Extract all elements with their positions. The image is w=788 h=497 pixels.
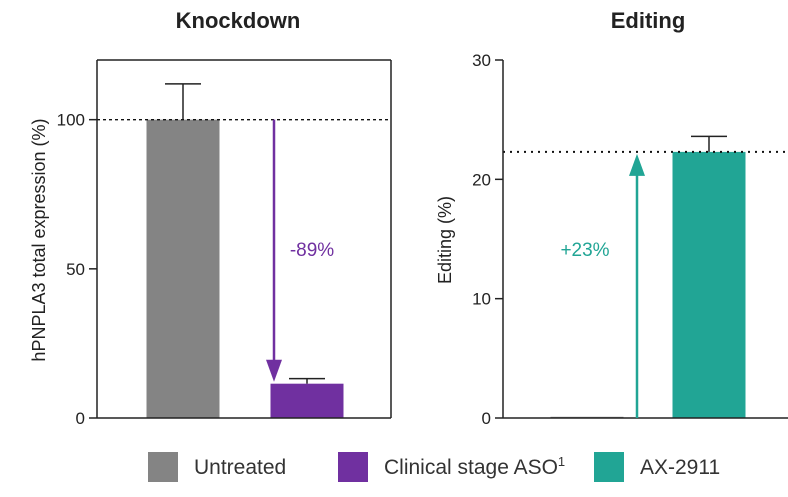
legend-label: Clinical stage ASO <box>384 456 558 479</box>
bar <box>146 119 220 419</box>
legend-item-untreated: Untreated <box>148 450 286 484</box>
bar <box>672 151 746 419</box>
y-tick-label: 10 <box>472 290 491 309</box>
legend-swatch <box>148 452 178 482</box>
plot-area: 0 10 20 30 +23% <box>472 51 788 428</box>
legend-label: AX-2911 <box>640 456 721 479</box>
y-tick-label: 20 <box>472 170 491 189</box>
legend-swatch <box>594 452 624 482</box>
legend-sup: 1 <box>557 454 566 469</box>
arrow-head <box>629 153 645 176</box>
legend-item-aso: Clinical stage ASO1 <box>338 450 565 484</box>
chart-title: Knockdown <box>176 8 301 33</box>
arrow-head <box>266 359 282 382</box>
annotation-label: -89% <box>290 240 334 261</box>
annotation-label: +23% <box>560 240 609 261</box>
legend-item-ax2911: AX-2911 <box>594 450 720 484</box>
y-tick-label: 100 <box>57 111 85 130</box>
legend-label: Untreated <box>194 456 287 479</box>
editing-panel: Editing Editing (%) 0 10 20 30 +23% <box>435 8 788 428</box>
chart-title: Editing <box>611 8 686 33</box>
y-tick-label: 0 <box>76 409 85 428</box>
y-tick-label: 50 <box>66 260 85 279</box>
y-axis-label: hPNPLA3 total expression (%) <box>29 118 49 361</box>
legend-swatch <box>338 452 368 482</box>
bar <box>270 383 344 418</box>
y-tick-label: 0 <box>482 409 491 428</box>
plot-area: 0 50 100 -89% <box>57 59 392 428</box>
figure: Knockdown hPNPLA3 total expression (%) 0… <box>29 8 788 428</box>
y-tick-label: 30 <box>472 51 491 70</box>
y-axis-label: Editing (%) <box>435 196 455 284</box>
knockdown-panel: Knockdown hPNPLA3 total expression (%) 0… <box>29 8 392 428</box>
legend: Untreated Clinical stage ASO1 AX-2911 <box>0 450 788 486</box>
